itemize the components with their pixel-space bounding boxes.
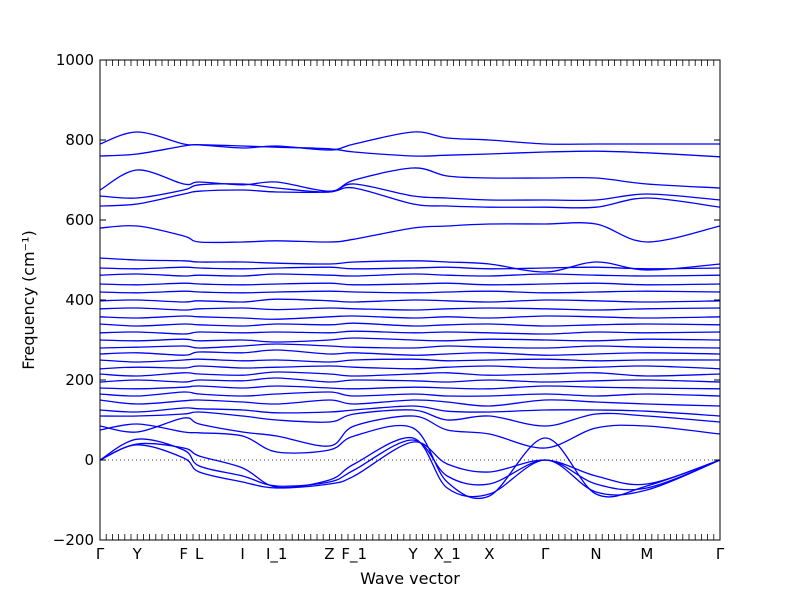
phonon-band-29 — [100, 186, 720, 209]
phonon-band-24 — [100, 282, 720, 286]
phonon-band-33 — [100, 131, 720, 151]
x-tick-label: Γ — [541, 545, 550, 563]
phonon-band-9 — [100, 391, 720, 397]
x-tick-label: F — [179, 545, 188, 563]
phonon-band-7 — [100, 405, 720, 417]
x-tick-label: I_1 — [266, 545, 287, 564]
phonon-band-6 — [100, 409, 720, 427]
phonon-band-5 — [100, 415, 720, 449]
x-tick-label: N — [590, 545, 601, 563]
phonon-band-15 — [100, 349, 720, 356]
x-tick-label: Y — [408, 545, 419, 563]
phonon-band-13 — [100, 365, 720, 370]
phonon-band-10 — [100, 385, 720, 390]
phonon-band-16 — [100, 343, 720, 349]
x-tick-label: M — [640, 545, 653, 563]
plot-frame — [99, 59, 721, 541]
phonon-band-23 — [100, 290, 720, 294]
phonon-band-18 — [100, 330, 720, 335]
phonon-band-28 — [100, 222, 720, 244]
y-tick-label: −200 — [53, 531, 94, 549]
phonon-band-22 — [100, 298, 720, 303]
phonon-band-31 — [100, 167, 720, 192]
phonon-band-19 — [100, 322, 720, 327]
x-tick-label: Γ — [716, 545, 725, 563]
x-tick-label: Y — [132, 545, 143, 563]
x-tick-label: L — [195, 545, 204, 563]
phonon-band-30 — [100, 183, 720, 202]
y-tick-label: 400 — [65, 291, 94, 309]
y-tick-label: 800 — [65, 131, 94, 149]
phonon-band-1 — [100, 441, 720, 489]
x-axis-ticks: Γ Y F L I I_1 Z F_1 Y X_1 X Γ N M Γ — [96, 60, 725, 564]
y-axis-ticks: −200 0 200 400 600 800 1000 — [53, 51, 720, 549]
phonon-band-21 — [100, 307, 720, 311]
x-tick-label: X — [484, 545, 494, 563]
x-tick-label: I — [240, 545, 244, 563]
phonon-band-17 — [100, 337, 720, 343]
phonon-band-8 — [100, 399, 720, 407]
phonon-band-12 — [100, 371, 720, 377]
x-tick-label: Z — [324, 545, 334, 563]
phonon-band-4 — [100, 423, 720, 500]
phonon-band-14 — [100, 358, 720, 363]
x-tick-label: F_1 — [341, 545, 367, 564]
phonon-band-11 — [100, 377, 720, 383]
y-tick-label: 600 — [65, 211, 94, 229]
y-tick-label: 200 — [65, 371, 94, 389]
phonon-band-3 — [100, 436, 720, 498]
x-axis-label: Wave vector — [360, 569, 460, 588]
phonon-band-2 — [100, 438, 720, 491]
phonon-band-25 — [100, 273, 720, 277]
y-tick-label: 1000 — [56, 51, 94, 69]
x-tick-label: Γ — [96, 545, 105, 563]
phonon-band-20 — [100, 315, 720, 320]
band-lines — [100, 131, 720, 500]
phonon-band-26 — [100, 266, 720, 270]
y-tick-label: 0 — [84, 451, 94, 469]
y-axis-label: Frequency (cm⁻¹) — [19, 230, 38, 369]
x-tick-label: X_1 — [434, 545, 461, 564]
phonon-band-27 — [100, 257, 720, 273]
